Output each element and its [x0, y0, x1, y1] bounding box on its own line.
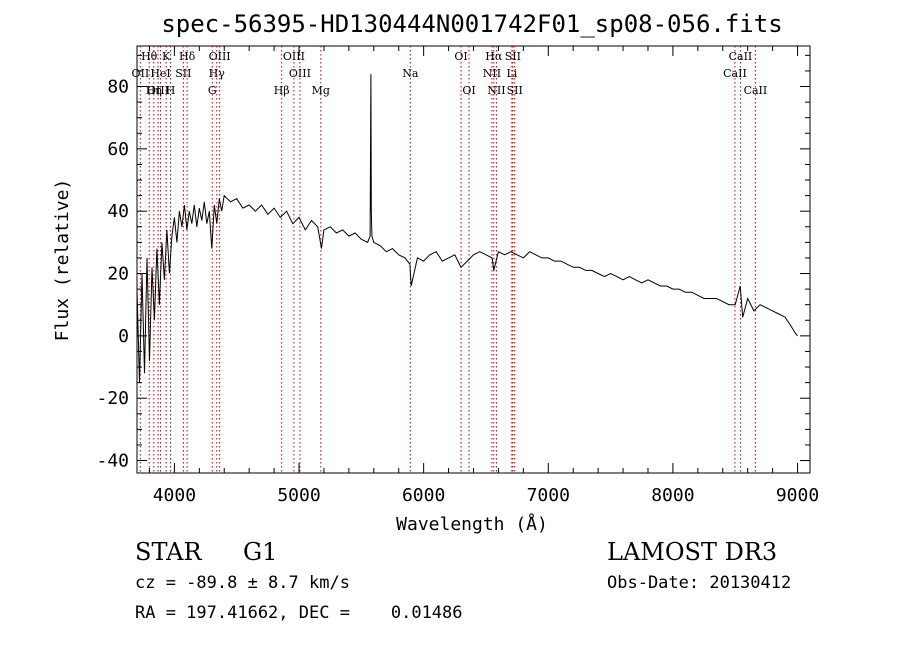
- spectral-line-markers: [139, 46, 756, 473]
- line-label: OI: [462, 84, 475, 97]
- y-tick-label: -20: [96, 388, 129, 409]
- line-label: SII: [507, 84, 523, 97]
- line-label: Li: [506, 67, 517, 80]
- line-label: SII: [505, 50, 521, 63]
- line-label: H: [166, 84, 176, 97]
- line-label: Hθ: [141, 50, 158, 63]
- line-label: OIII: [209, 50, 231, 63]
- coordinates-text: RA = 197.41662, DEC = 0.01486: [135, 603, 463, 623]
- object-subclass: G1: [243, 538, 278, 566]
- y-axis-label: Flux (relative): [52, 179, 73, 342]
- y-tick-label: 0: [118, 326, 129, 347]
- line-label: OIII: [147, 84, 169, 97]
- line-label: NII: [487, 84, 505, 97]
- line-label: SII: [175, 67, 191, 80]
- plot-frame: [136, 45, 811, 474]
- x-tick-label: 7000: [527, 485, 570, 506]
- line-label: CaII: [729, 50, 753, 63]
- x-tick-label: 5000: [277, 485, 320, 506]
- survey-name: LAMOST DR3: [607, 538, 778, 566]
- line-label: Hη: [146, 84, 162, 97]
- y-tick-label: 60: [107, 139, 129, 160]
- y-axis: -40 -20 0 20 40 60 80: [96, 54, 810, 472]
- line-label: Hγ: [209, 67, 226, 80]
- y-tick-label: 80: [107, 77, 129, 98]
- x-tick-label: 4000: [153, 485, 196, 506]
- line-label: OI: [454, 50, 467, 63]
- line-label: OIII: [289, 67, 311, 80]
- line-label: Hα: [485, 50, 503, 63]
- y-tick-label: 40: [107, 201, 129, 222]
- chart-title: spec-56395-HD130444N001742F01_sp08-056.f…: [161, 10, 782, 38]
- line-label: K: [162, 50, 171, 63]
- x-axis: 4000 5000 6000 7000 8000 9000: [148, 46, 819, 506]
- obs-date-text: Obs-Date: 20130412: [607, 573, 792, 593]
- x-tick-label: 8000: [651, 485, 694, 506]
- x-tick-label: 6000: [402, 485, 445, 506]
- object-class: STAR: [135, 538, 202, 566]
- line-label: CaII: [744, 84, 768, 97]
- line-label: HeI: [150, 67, 170, 80]
- line-label: CaII: [723, 67, 747, 80]
- line-label: Hδ: [179, 50, 196, 63]
- line-label: Na: [402, 67, 419, 80]
- x-tick-label: 9000: [776, 485, 819, 506]
- line-label: OIII: [283, 50, 305, 63]
- line-label: NII: [483, 67, 501, 80]
- redshift-text: cz = -89.8 ± 8.7 km/s: [135, 573, 350, 593]
- line-label: G: [208, 84, 217, 97]
- line-label: Mg: [312, 84, 330, 97]
- line-label: Hβ: [274, 84, 290, 97]
- flux-series-line: [136, 74, 798, 383]
- y-tick-label: 20: [107, 264, 129, 285]
- line-label: OII: [132, 67, 150, 80]
- x-axis-label: Wavelength (Å): [396, 513, 548, 535]
- y-tick-label: -40: [96, 451, 129, 472]
